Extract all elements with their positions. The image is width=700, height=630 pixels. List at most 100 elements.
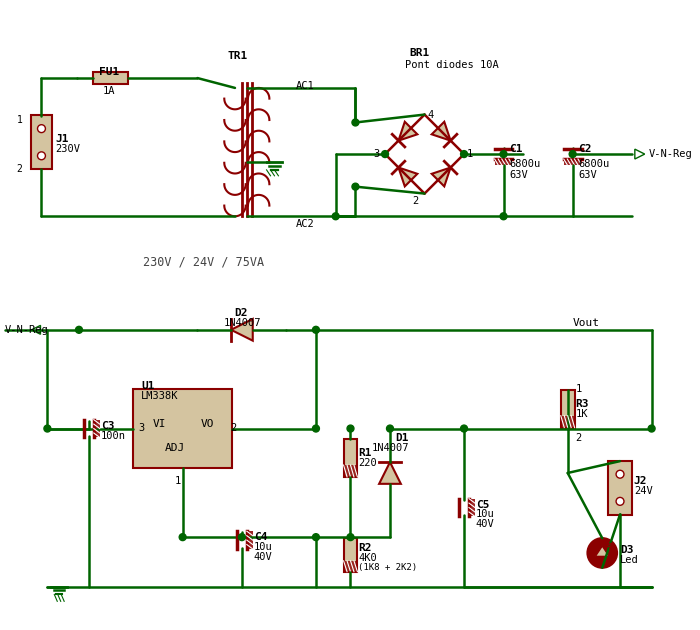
Bar (344, 538, 358, 571)
Circle shape (352, 119, 359, 126)
Text: C4: C4 (253, 532, 267, 542)
Circle shape (386, 425, 393, 432)
Circle shape (500, 213, 507, 220)
Text: 2: 2 (230, 423, 237, 433)
Text: 40V: 40V (253, 552, 272, 562)
Circle shape (352, 183, 359, 190)
Circle shape (38, 152, 46, 160)
Text: 3: 3 (373, 149, 379, 159)
Polygon shape (432, 122, 451, 140)
Circle shape (76, 326, 83, 333)
Circle shape (616, 498, 624, 505)
Text: 1: 1 (467, 149, 473, 159)
Bar (561, 390, 575, 428)
Circle shape (616, 470, 624, 478)
Text: D1: D1 (395, 433, 408, 444)
Bar (495, 159, 512, 165)
Circle shape (312, 425, 319, 432)
Circle shape (332, 213, 339, 220)
Text: BR1: BR1 (410, 49, 430, 59)
Text: 2: 2 (413, 195, 419, 205)
Text: 1N4007: 1N4007 (224, 318, 262, 328)
Bar (561, 416, 575, 428)
Text: TR1: TR1 (227, 52, 247, 61)
Text: (1K8 + 2K2): (1K8 + 2K2) (358, 563, 417, 572)
Circle shape (461, 151, 468, 158)
Text: C3: C3 (101, 421, 114, 431)
Text: R3: R3 (575, 399, 589, 409)
Text: 100n: 100n (101, 430, 126, 440)
Circle shape (44, 425, 51, 432)
Circle shape (648, 425, 655, 432)
Circle shape (347, 534, 354, 541)
Text: V-N-Reg: V-N-Reg (5, 325, 49, 335)
Text: 230V / 24V / 75VA: 230V / 24V / 75VA (144, 256, 265, 269)
Text: 2: 2 (575, 433, 582, 444)
Circle shape (179, 534, 186, 541)
Text: D2: D2 (234, 308, 248, 318)
Text: C2: C2 (579, 144, 592, 154)
Text: C1: C1 (510, 144, 523, 154)
Bar (469, 498, 475, 517)
Text: 10u: 10u (253, 542, 272, 552)
Text: 230V: 230V (55, 144, 80, 154)
Bar (247, 531, 253, 549)
Text: 1A: 1A (103, 86, 116, 96)
Text: C5: C5 (476, 500, 489, 510)
Bar (344, 439, 358, 477)
Text: 1: 1 (17, 115, 22, 125)
Bar (94, 420, 99, 437)
Text: 1: 1 (175, 476, 181, 486)
Circle shape (312, 326, 319, 333)
Circle shape (569, 151, 576, 158)
Text: J1: J1 (55, 134, 69, 144)
Text: 1: 1 (575, 384, 582, 394)
Circle shape (38, 125, 46, 132)
Text: 3: 3 (138, 423, 144, 433)
Polygon shape (432, 168, 451, 186)
Text: 220: 220 (358, 458, 377, 468)
Polygon shape (595, 546, 609, 556)
Bar (344, 561, 358, 571)
Text: 2: 2 (17, 164, 22, 174)
Text: 6800u: 6800u (510, 159, 540, 169)
Text: 4K0: 4K0 (358, 553, 377, 563)
Text: R2: R2 (358, 543, 372, 553)
Text: 1K: 1K (575, 409, 588, 419)
Polygon shape (379, 462, 401, 484)
Text: ADJ: ADJ (165, 444, 185, 454)
Circle shape (461, 425, 468, 432)
Text: 1N4007: 1N4007 (372, 444, 410, 454)
Circle shape (382, 151, 388, 158)
Text: 40V: 40V (476, 519, 495, 529)
Text: V-N-Reg: V-N-Reg (649, 149, 692, 159)
Bar (31, 115, 52, 169)
Text: 24V: 24V (634, 486, 652, 496)
Text: R1: R1 (358, 449, 372, 458)
Bar (133, 389, 232, 468)
Text: VI: VI (153, 419, 167, 428)
Text: D3: D3 (620, 545, 634, 555)
Bar (93, 72, 128, 84)
Circle shape (239, 534, 245, 541)
Text: 63V: 63V (510, 170, 528, 180)
Text: FU1: FU1 (99, 67, 119, 77)
Circle shape (587, 538, 617, 568)
Text: 4: 4 (428, 110, 434, 120)
Text: Vout: Vout (573, 318, 600, 328)
Text: 6800u: 6800u (579, 159, 610, 169)
Text: Pont diodes 10A: Pont diodes 10A (405, 60, 498, 71)
Text: AC1: AC1 (296, 81, 315, 91)
Polygon shape (231, 319, 253, 341)
Polygon shape (398, 168, 417, 186)
Bar (344, 465, 358, 477)
Bar (564, 159, 582, 165)
Bar (608, 461, 632, 515)
Circle shape (347, 425, 354, 432)
Text: 63V: 63V (579, 170, 597, 180)
Text: LM338K: LM338K (141, 391, 178, 401)
Text: Led: Led (620, 555, 639, 565)
Text: AC2: AC2 (296, 219, 315, 229)
Text: U1: U1 (141, 381, 155, 391)
Polygon shape (398, 122, 417, 140)
